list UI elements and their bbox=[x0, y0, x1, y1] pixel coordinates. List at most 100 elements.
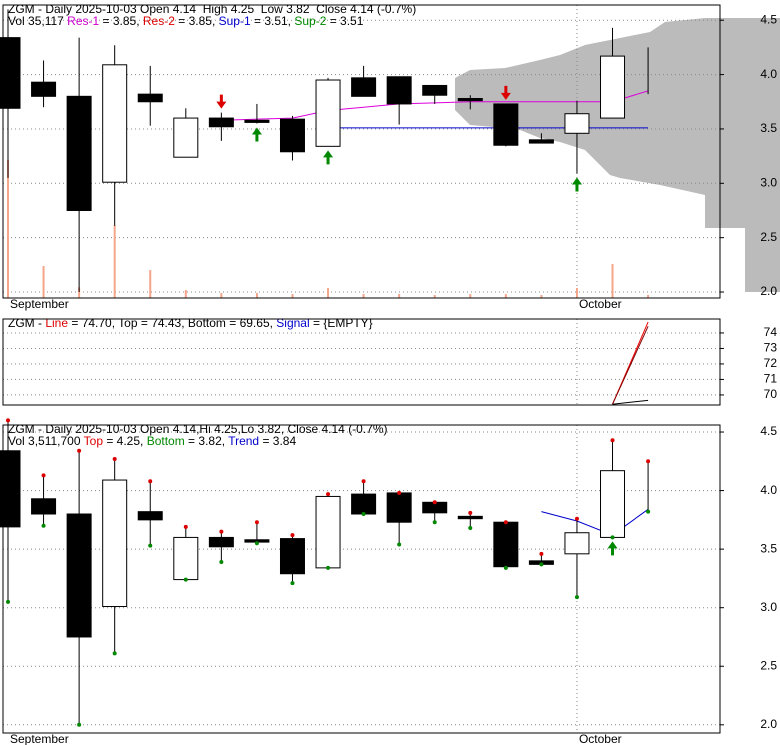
candle-body bbox=[173, 117, 199, 158]
header-part: ZGM - Daily 2025-10-03 Open 4.14,Hi 4.25… bbox=[8, 422, 388, 436]
candle-body bbox=[31, 81, 57, 97]
series-line bbox=[612, 326, 649, 405]
low-dot bbox=[432, 520, 437, 525]
y-tick-label: 74 bbox=[764, 325, 778, 339]
volume-bar bbox=[575, 287, 578, 298]
volume-bar bbox=[540, 294, 543, 298]
candle-body bbox=[66, 513, 92, 638]
header-part: = 3.51 bbox=[326, 14, 363, 28]
low-dot bbox=[254, 541, 259, 546]
y-tick-label: 72 bbox=[764, 356, 778, 370]
low-dot bbox=[361, 512, 366, 517]
candle-body bbox=[102, 479, 128, 608]
high-dot bbox=[148, 479, 153, 484]
header-part: Sup-2 bbox=[294, 14, 326, 28]
high-dot bbox=[361, 479, 366, 484]
y-tick-label: 3.5 bbox=[760, 541, 777, 555]
candle-body bbox=[493, 521, 519, 568]
volume-bar bbox=[255, 293, 258, 298]
low-dot bbox=[326, 565, 331, 570]
y-tick-label: 73 bbox=[764, 341, 778, 355]
volume-bar bbox=[433, 294, 436, 298]
low-dot bbox=[646, 509, 651, 514]
y-tick-label: 2.5 bbox=[760, 230, 777, 244]
panel-frame bbox=[2, 318, 721, 406]
header-part: Vol 35,117 bbox=[8, 14, 67, 28]
candle-body bbox=[564, 532, 590, 555]
candle-body bbox=[315, 495, 341, 569]
y-tick-label: 3.0 bbox=[760, 175, 777, 189]
high-dot bbox=[290, 533, 295, 538]
volume-bar bbox=[647, 294, 650, 298]
header-part: = 3.51, bbox=[251, 14, 295, 28]
high-dot bbox=[6, 418, 10, 423]
candle-body bbox=[351, 493, 377, 515]
low-dot bbox=[468, 526, 473, 531]
high-dot bbox=[503, 520, 508, 525]
low-dot bbox=[112, 651, 117, 656]
low-dot bbox=[219, 560, 224, 565]
candle-body bbox=[600, 55, 626, 119]
y-tick-label: 4.0 bbox=[760, 483, 777, 497]
candle-body bbox=[279, 538, 305, 575]
buy-arrow bbox=[251, 127, 262, 142]
header-part: Top bbox=[84, 434, 104, 448]
high-dot bbox=[646, 459, 651, 464]
header-part: Res-2 bbox=[143, 14, 175, 28]
candle-body bbox=[457, 515, 483, 520]
candle-body bbox=[66, 95, 92, 211]
low-dot bbox=[539, 562, 544, 567]
candle-body bbox=[0, 450, 21, 528]
high-dot bbox=[219, 529, 224, 534]
y-tick-label: 2.0 bbox=[760, 717, 777, 731]
header-part: ZGM - bbox=[8, 316, 45, 330]
panel-header: Vol 3,511,700 Top = 4.25, Bottom = 3.82,… bbox=[8, 434, 296, 448]
sell-arrow bbox=[216, 94, 227, 109]
candle-body bbox=[31, 498, 57, 515]
low-dot bbox=[290, 581, 295, 586]
header-part: = 4.25, bbox=[103, 434, 147, 448]
buy-arrow bbox=[323, 150, 334, 165]
candle-body bbox=[386, 492, 412, 523]
volume-bar bbox=[220, 293, 223, 298]
panel-frame bbox=[2, 4, 721, 299]
high-dot bbox=[77, 448, 82, 453]
header-part: = 3.85, bbox=[99, 14, 143, 28]
high-dot bbox=[326, 492, 331, 497]
header-part: Vol 3,511,700 bbox=[8, 434, 84, 448]
candle-body bbox=[315, 79, 341, 147]
y-tick-label: 4.5 bbox=[760, 424, 777, 438]
candle-body bbox=[208, 117, 234, 128]
header-part: = 3.84 bbox=[259, 434, 296, 448]
candle-body bbox=[600, 470, 626, 538]
panel-header: Vol 35,117 Res-1 = 3.85, Res-2 = 3.85, S… bbox=[8, 14, 364, 28]
volume-bar bbox=[469, 294, 472, 298]
candle-body bbox=[244, 119, 270, 123]
candle-body bbox=[528, 139, 554, 144]
candle-body bbox=[386, 76, 412, 105]
low-dot bbox=[77, 722, 82, 727]
series-line bbox=[612, 399, 649, 405]
header-part: = {EMPTY} bbox=[310, 316, 373, 330]
volume-bar bbox=[78, 287, 81, 298]
series-line bbox=[541, 508, 649, 536]
header-part: = 74.70, Top = 74.43, Bottom = 69.65, bbox=[68, 316, 276, 330]
x-tick-label: October bbox=[579, 297, 622, 311]
candle-body bbox=[351, 77, 377, 97]
buy-arrow bbox=[571, 177, 582, 192]
candle-body bbox=[0, 37, 21, 109]
y-tick-label: 3.5 bbox=[760, 121, 777, 135]
high-dot bbox=[574, 516, 579, 521]
y-tick-label: 3.0 bbox=[760, 600, 777, 614]
low-dot bbox=[148, 543, 153, 548]
low-dot bbox=[397, 542, 402, 547]
y-tick-label: 70 bbox=[764, 387, 778, 401]
volume-bar bbox=[149, 270, 152, 298]
high-dot bbox=[397, 490, 402, 495]
low-dot bbox=[183, 577, 188, 582]
y-tick-label: 4.0 bbox=[760, 67, 777, 81]
candle-body bbox=[457, 97, 483, 102]
header-part: ZGM - Daily 2025-10-03 Open 4.14 High 4.… bbox=[8, 2, 416, 16]
volume-bar bbox=[184, 290, 187, 298]
